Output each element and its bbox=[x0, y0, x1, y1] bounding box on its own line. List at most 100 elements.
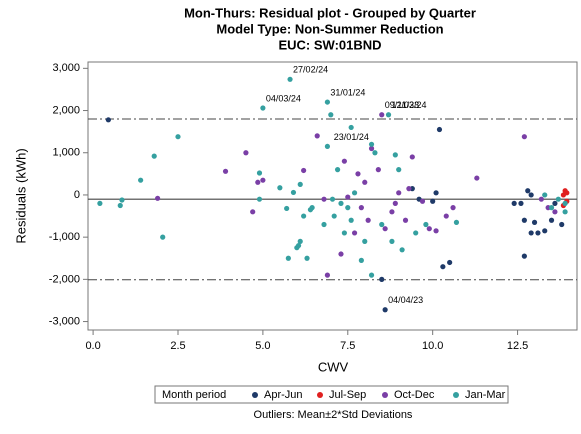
point bbox=[328, 112, 334, 118]
point bbox=[552, 209, 558, 215]
point bbox=[564, 190, 570, 196]
point bbox=[399, 247, 405, 253]
point bbox=[552, 200, 558, 206]
point bbox=[138, 177, 144, 183]
point bbox=[304, 255, 310, 261]
point bbox=[256, 196, 263, 202]
y-tick-label: 2,000 bbox=[52, 104, 80, 116]
point bbox=[297, 238, 303, 244]
x-axis-label: CWV bbox=[318, 359, 349, 374]
point bbox=[155, 195, 161, 201]
legend-title: Month period bbox=[162, 389, 226, 401]
point bbox=[521, 253, 527, 259]
point bbox=[406, 186, 412, 192]
point bbox=[396, 167, 402, 173]
point bbox=[284, 205, 290, 212]
legend-label: Apr-Jun bbox=[264, 389, 303, 401]
plot-frame bbox=[87, 61, 578, 331]
point bbox=[329, 196, 336, 202]
point bbox=[362, 179, 368, 185]
point bbox=[368, 141, 375, 147]
legend-marker bbox=[382, 392, 388, 398]
point bbox=[402, 217, 409, 223]
point bbox=[419, 198, 426, 204]
annotation: 12/03/24 bbox=[392, 100, 427, 110]
point bbox=[389, 238, 395, 244]
point bbox=[450, 205, 456, 211]
point bbox=[358, 205, 364, 211]
x-tick-label: 10.0 bbox=[422, 340, 443, 352]
x-tick-label: 7.5 bbox=[340, 340, 355, 352]
point bbox=[372, 150, 378, 156]
point bbox=[518, 200, 524, 206]
point bbox=[368, 272, 375, 278]
point bbox=[538, 196, 544, 202]
legend-marker bbox=[317, 392, 323, 398]
legend-label: Jan-Mar bbox=[465, 389, 506, 401]
point bbox=[243, 150, 249, 156]
point bbox=[453, 219, 460, 225]
point bbox=[348, 217, 354, 223]
chart-title: Mon-Thurs: Residual plot - Grouped by Qu… bbox=[184, 5, 476, 20]
point bbox=[222, 168, 229, 174]
point bbox=[255, 179, 261, 185]
legend-marker bbox=[453, 392, 459, 398]
point bbox=[345, 205, 351, 211]
chart-subtitle: Model Type: Non-Summer Reduction bbox=[216, 21, 443, 36]
point bbox=[295, 242, 302, 249]
point bbox=[301, 213, 307, 219]
point bbox=[358, 257, 364, 263]
point bbox=[341, 158, 347, 164]
legend-label: Oct-Dec bbox=[394, 389, 435, 401]
legend-marker bbox=[252, 392, 258, 398]
point bbox=[119, 197, 125, 203]
point bbox=[97, 200, 103, 206]
point bbox=[334, 167, 341, 173]
x-tick-label: 0.0 bbox=[85, 340, 100, 352]
annotation: 04/03/24 bbox=[266, 93, 301, 103]
annotation: 04/04/23 bbox=[388, 295, 423, 305]
point bbox=[542, 228, 548, 234]
y-axis-label: Residuals (kWh) bbox=[13, 148, 28, 243]
point bbox=[555, 196, 561, 202]
point bbox=[351, 190, 358, 196]
point bbox=[528, 192, 534, 198]
point bbox=[413, 230, 419, 236]
footnote: Outliers: Mean±2*Std Deviations bbox=[254, 409, 413, 421]
point bbox=[287, 76, 293, 82]
point bbox=[385, 112, 392, 118]
point bbox=[548, 205, 555, 211]
point bbox=[433, 190, 439, 196]
point bbox=[379, 276, 385, 282]
point bbox=[443, 213, 449, 219]
point bbox=[528, 230, 534, 236]
point bbox=[368, 145, 375, 152]
point bbox=[447, 259, 453, 266]
point bbox=[426, 226, 432, 232]
point bbox=[375, 167, 381, 173]
point bbox=[351, 230, 358, 236]
point bbox=[521, 134, 527, 140]
point bbox=[382, 226, 388, 232]
point bbox=[562, 200, 568, 206]
point bbox=[409, 154, 415, 160]
point bbox=[260, 105, 266, 111]
x-tick-label: 2.5 bbox=[170, 340, 185, 352]
point bbox=[365, 217, 371, 223]
point bbox=[382, 307, 388, 313]
point bbox=[345, 194, 351, 200]
point bbox=[379, 221, 385, 228]
annotation: 27/02/24 bbox=[293, 65, 328, 75]
y-tick-label: 0 bbox=[74, 189, 80, 201]
point bbox=[256, 170, 263, 176]
y-tick-label: -3,000 bbox=[49, 315, 80, 327]
point bbox=[117, 202, 123, 209]
point bbox=[511, 200, 517, 206]
legend-box bbox=[154, 385, 509, 404]
point bbox=[290, 189, 297, 196]
point bbox=[314, 133, 320, 139]
point bbox=[392, 152, 398, 158]
x-tick-label: 5.0 bbox=[255, 340, 270, 352]
point bbox=[160, 234, 166, 240]
point bbox=[379, 112, 385, 118]
